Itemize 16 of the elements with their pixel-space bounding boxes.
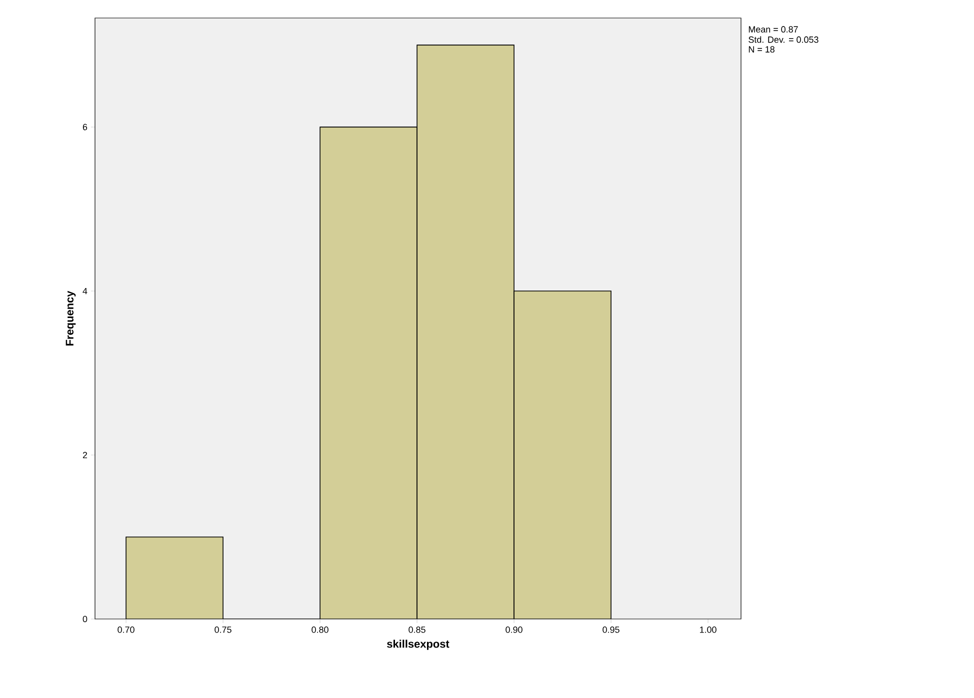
y-tick-label: 6 <box>82 124 88 130</box>
y-tick-label: 2 <box>82 452 88 458</box>
x-axis-title: skillsexpost <box>387 640 450 650</box>
text: Std. Dev. = 0.053 <box>748 36 818 43</box>
x-tick-label: 0.90 <box>506 626 522 633</box>
x-tick-label: 0.75 <box>214 626 232 633</box>
y-tick-label: 4 <box>82 288 88 294</box>
x-tick-label: 0.85 <box>408 626 426 633</box>
text: N = 18 <box>748 46 774 53</box>
y-axis-title: Frequency <box>66 290 76 346</box>
x-tick-label: 0.70 <box>118 626 134 633</box>
y-tick-label: 0 <box>82 616 88 622</box>
x-tick-label: 0.80 <box>312 626 328 633</box>
x-tick-label: 1.00 <box>700 626 716 633</box>
text: Mean = 0.87 <box>748 26 798 33</box>
x-tick-label: 0.95 <box>602 626 620 633</box>
